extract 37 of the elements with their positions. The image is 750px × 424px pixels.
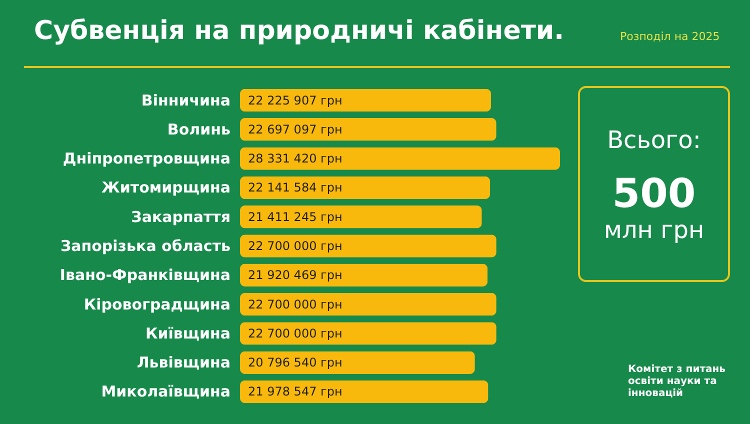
- text: Комітет з питань освіти науки та інновацій: [628, 364, 726, 400]
- y-tick-label: Запорізька область: [60, 237, 230, 255]
- y-tick-label: Київщина: [146, 324, 230, 342]
- data-label: 28 331 420 грн: [248, 152, 342, 166]
- y-tick-label: Івано-Франківщина: [60, 266, 230, 284]
- frame-box: Всього: 500 млн грн: [578, 86, 730, 282]
- bar: [240, 118, 496, 141]
- y-tick-label: Закарпаття: [131, 208, 230, 226]
- y-tick-label: Житомирщина: [102, 178, 230, 197]
- bar: [240, 264, 488, 287]
- data-label: 22 141 584 грн: [248, 180, 342, 195]
- data-label: 22 225 907 грн: [248, 93, 342, 108]
- text: Розподіл на 2025: [620, 30, 720, 43]
- data-label: 21 411 245 грн: [248, 210, 342, 224]
- bar: [240, 234, 496, 258]
- bar: [240, 322, 496, 345]
- data-label: 22 700 000 грн: [248, 326, 342, 340]
- y-tick-label: Львівщина: [136, 354, 230, 372]
- data-label: 20 796 540 грн: [248, 356, 342, 370]
- data-label: 21 920 469 грн: [248, 268, 342, 282]
- bar: [240, 147, 560, 170]
- y-tick-label: Волинь: [167, 120, 230, 138]
- data-label: 21 978 547 грн: [248, 384, 342, 399]
- data-label: 22 700 000 грн: [248, 239, 342, 253]
- data-label: 22 697 097 грн: [248, 122, 342, 136]
- bar: [240, 292, 496, 316]
- bar: [240, 351, 475, 374]
- chart-title: Субвенція на природничі кабінети.: [34, 16, 564, 46]
- y-tick-label: Миколаївщина: [101, 382, 230, 401]
- bar: [240, 176, 490, 200]
- y-tick-label: Кіровоградщина: [84, 295, 230, 314]
- bar: [240, 380, 488, 404]
- y-tick-label: Дніпропетровщина: [62, 150, 230, 168]
- bar: [240, 205, 482, 228]
- bar: [240, 88, 492, 112]
- y-tick-label: Вінничина: [141, 91, 230, 110]
- data-label: 22 700 000 грн: [248, 297, 342, 312]
